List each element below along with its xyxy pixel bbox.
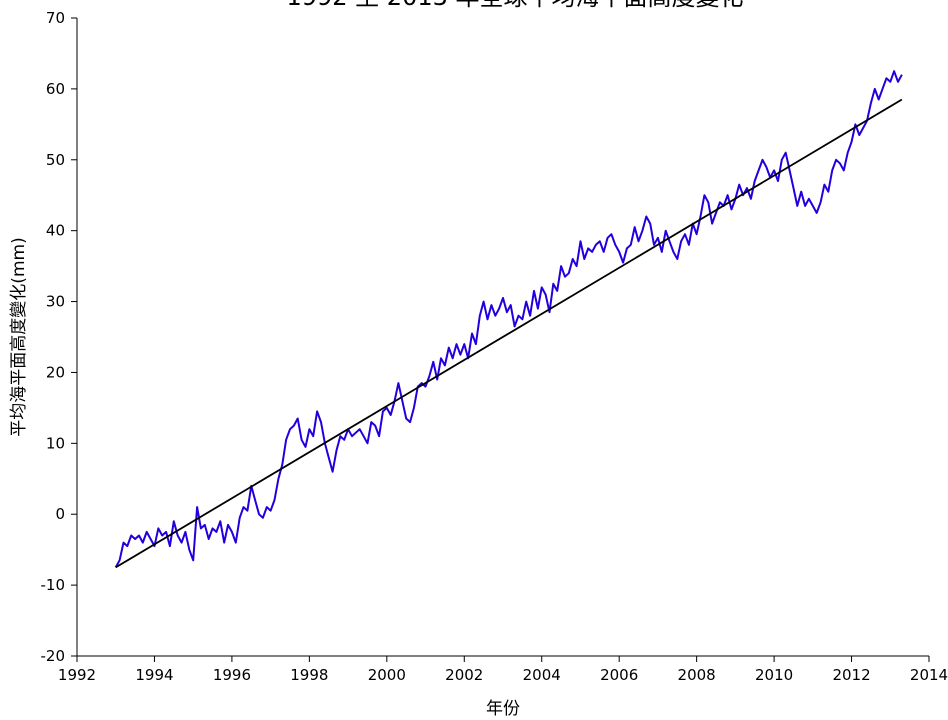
x-tick-label: 2008 [678, 666, 716, 684]
x-tick-label: 1992 [58, 666, 96, 684]
x-tick-label: 2002 [445, 666, 483, 684]
x-tick-label: 1996 [213, 666, 251, 684]
plot-area [76, 18, 929, 657]
y-tick-label: -20 [41, 647, 66, 665]
y-tick-label: 70 [46, 9, 65, 27]
x-tick-label: 1998 [290, 666, 328, 684]
x-tick-label: 2012 [832, 666, 870, 684]
x-ticks: 1992 1994 1996 1998 2000 2002 2004 2006 2008 2010… [58, 656, 948, 684]
x-tick-label: 2010 [755, 666, 793, 684]
chart-title: 1992 至 2013 年全球平均海平面高度變化 [286, 0, 743, 11]
x-axis-label: 年份 [486, 699, 520, 719]
x-tick-label: 1994 [135, 666, 173, 684]
sea-level-series-line [114, 70, 903, 568]
y-tick-label: 10 [46, 434, 65, 452]
x-tick-label: 2014 [910, 666, 948, 684]
y-tick-label: 0 [55, 505, 65, 523]
x-tick-label: 2000 [368, 666, 406, 684]
trend-line [115, 98, 903, 569]
y-tick-label: 20 [46, 363, 65, 381]
y-axis-label: 平均海平面高度變化(mm) [9, 237, 29, 436]
x-tick-label: 2004 [523, 666, 561, 684]
y-tick-label: 40 [46, 222, 65, 240]
y-tick-label: -10 [41, 576, 66, 594]
y-tick-label: 60 [46, 80, 65, 98]
y-tick-label: 50 [46, 151, 65, 169]
y-ticks: -20 -10 0 10 20 30 40 50 60 70 [41, 9, 77, 665]
series-layer [114, 70, 903, 569]
y-tick-label: 30 [46, 293, 65, 311]
x-tick-label: 2006 [600, 666, 638, 684]
